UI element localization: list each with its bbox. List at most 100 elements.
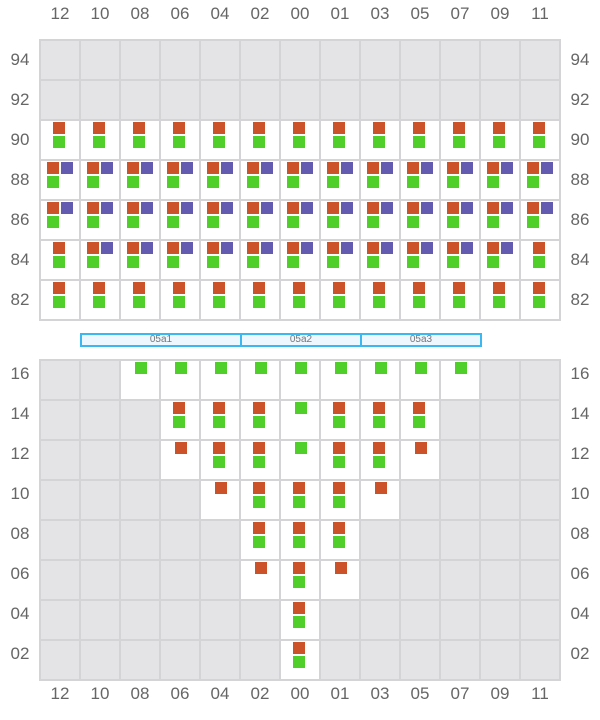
grid-cell[interactable] (200, 360, 240, 400)
grid-cell[interactable] (240, 400, 280, 440)
grid-cell[interactable] (160, 200, 200, 240)
grid-cell[interactable] (80, 280, 120, 320)
grid-cell[interactable] (160, 160, 200, 200)
grid-cell[interactable] (400, 280, 440, 320)
grid-cell[interactable] (80, 200, 120, 240)
grid-cell[interactable] (240, 160, 280, 200)
grid-cell[interactable] (440, 160, 480, 200)
grid-cell[interactable] (400, 360, 440, 400)
grid-cell[interactable] (320, 280, 360, 320)
grid-cell[interactable] (360, 360, 400, 400)
grid-cell[interactable] (480, 200, 520, 240)
grid-cell[interactable] (480, 240, 520, 280)
grid-cell[interactable] (280, 240, 320, 280)
grid-cell[interactable] (400, 200, 440, 240)
grid-cell[interactable] (360, 240, 400, 280)
grid-cell[interactable] (360, 160, 400, 200)
grid-cell[interactable] (200, 240, 240, 280)
grid-cell[interactable] (240, 240, 280, 280)
grid-cell[interactable] (360, 400, 400, 440)
grid-cell[interactable] (280, 600, 320, 640)
grid-cell[interactable] (280, 280, 320, 320)
grid-cell[interactable] (280, 360, 320, 400)
grid-cell[interactable] (40, 160, 80, 200)
grid-cell[interactable] (120, 240, 160, 280)
grid-cell[interactable] (520, 160, 560, 200)
grid-cell[interactable] (280, 160, 320, 200)
grid-cell[interactable] (120, 280, 160, 320)
grid-cell[interactable] (480, 280, 520, 320)
grid-cell[interactable] (40, 120, 80, 160)
grid-cell[interactable] (120, 160, 160, 200)
grid-cell[interactable] (240, 560, 280, 600)
grid-cell[interactable] (160, 360, 200, 400)
grid-cell[interactable] (440, 280, 480, 320)
grid-cell[interactable] (240, 480, 280, 520)
grid-cell[interactable] (40, 200, 80, 240)
grid-cell[interactable] (320, 560, 360, 600)
grid-cell[interactable] (120, 120, 160, 160)
grid-cell[interactable] (40, 240, 80, 280)
grid-cell[interactable] (320, 360, 360, 400)
grid-cell[interactable] (200, 280, 240, 320)
grid-cell[interactable] (160, 400, 200, 440)
grid-cell[interactable] (240, 520, 280, 560)
grid-cell[interactable] (240, 280, 280, 320)
grid-cell[interactable] (360, 440, 400, 480)
grid-cell[interactable] (240, 440, 280, 480)
grid-cell[interactable] (320, 480, 360, 520)
grid-cell[interactable] (360, 120, 400, 160)
grid-cell[interactable] (280, 520, 320, 560)
grid-cell[interactable] (200, 440, 240, 480)
grid-cell[interactable] (360, 200, 400, 240)
band-05a2[interactable]: 05a2 (240, 333, 362, 347)
grid-cell[interactable] (80, 160, 120, 200)
grid-cell[interactable] (400, 400, 440, 440)
grid-cell[interactable] (120, 200, 160, 240)
grid-cell[interactable] (320, 520, 360, 560)
grid-cell[interactable] (400, 120, 440, 160)
grid-cell[interactable] (360, 480, 400, 520)
grid-cell[interactable] (280, 200, 320, 240)
grid-cell[interactable] (80, 120, 120, 160)
grid-cell[interactable] (320, 200, 360, 240)
grid-cell[interactable] (440, 240, 480, 280)
grid-cell[interactable] (480, 160, 520, 200)
grid-cell[interactable] (400, 440, 440, 480)
grid-cell[interactable] (320, 440, 360, 480)
band-05a1[interactable]: 05a1 (80, 333, 242, 347)
grid-cell[interactable] (40, 280, 80, 320)
grid-cell[interactable] (440, 200, 480, 240)
grid-cell[interactable] (280, 400, 320, 440)
grid-cell[interactable] (80, 240, 120, 280)
grid-cell[interactable] (280, 560, 320, 600)
grid-cell[interactable] (280, 120, 320, 160)
grid-cell[interactable] (160, 280, 200, 320)
grid-cell[interactable] (520, 120, 560, 160)
grid-cell[interactable] (160, 240, 200, 280)
grid-cell[interactable] (200, 480, 240, 520)
grid-cell[interactable] (120, 360, 160, 400)
grid-cell[interactable] (160, 120, 200, 160)
grid-cell[interactable] (520, 240, 560, 280)
grid-cell[interactable] (360, 280, 400, 320)
grid-cell[interactable] (480, 120, 520, 160)
grid-cell[interactable] (440, 120, 480, 160)
grid-cell[interactable] (200, 200, 240, 240)
grid-cell[interactable] (240, 360, 280, 400)
grid-cell[interactable] (520, 200, 560, 240)
grid-cell[interactable] (440, 360, 480, 400)
grid-cell[interactable] (240, 200, 280, 240)
grid-cell[interactable] (520, 280, 560, 320)
grid-cell[interactable] (240, 120, 280, 160)
grid-cell[interactable] (400, 160, 440, 200)
grid-cell[interactable] (280, 440, 320, 480)
band-05a3[interactable]: 05a3 (360, 333, 482, 347)
grid-cell[interactable] (400, 240, 440, 280)
grid-cell[interactable] (320, 120, 360, 160)
grid-cell[interactable] (320, 160, 360, 200)
grid-cell[interactable] (280, 480, 320, 520)
grid-cell[interactable] (200, 160, 240, 200)
grid-cell[interactable] (200, 400, 240, 440)
grid-cell[interactable] (200, 120, 240, 160)
